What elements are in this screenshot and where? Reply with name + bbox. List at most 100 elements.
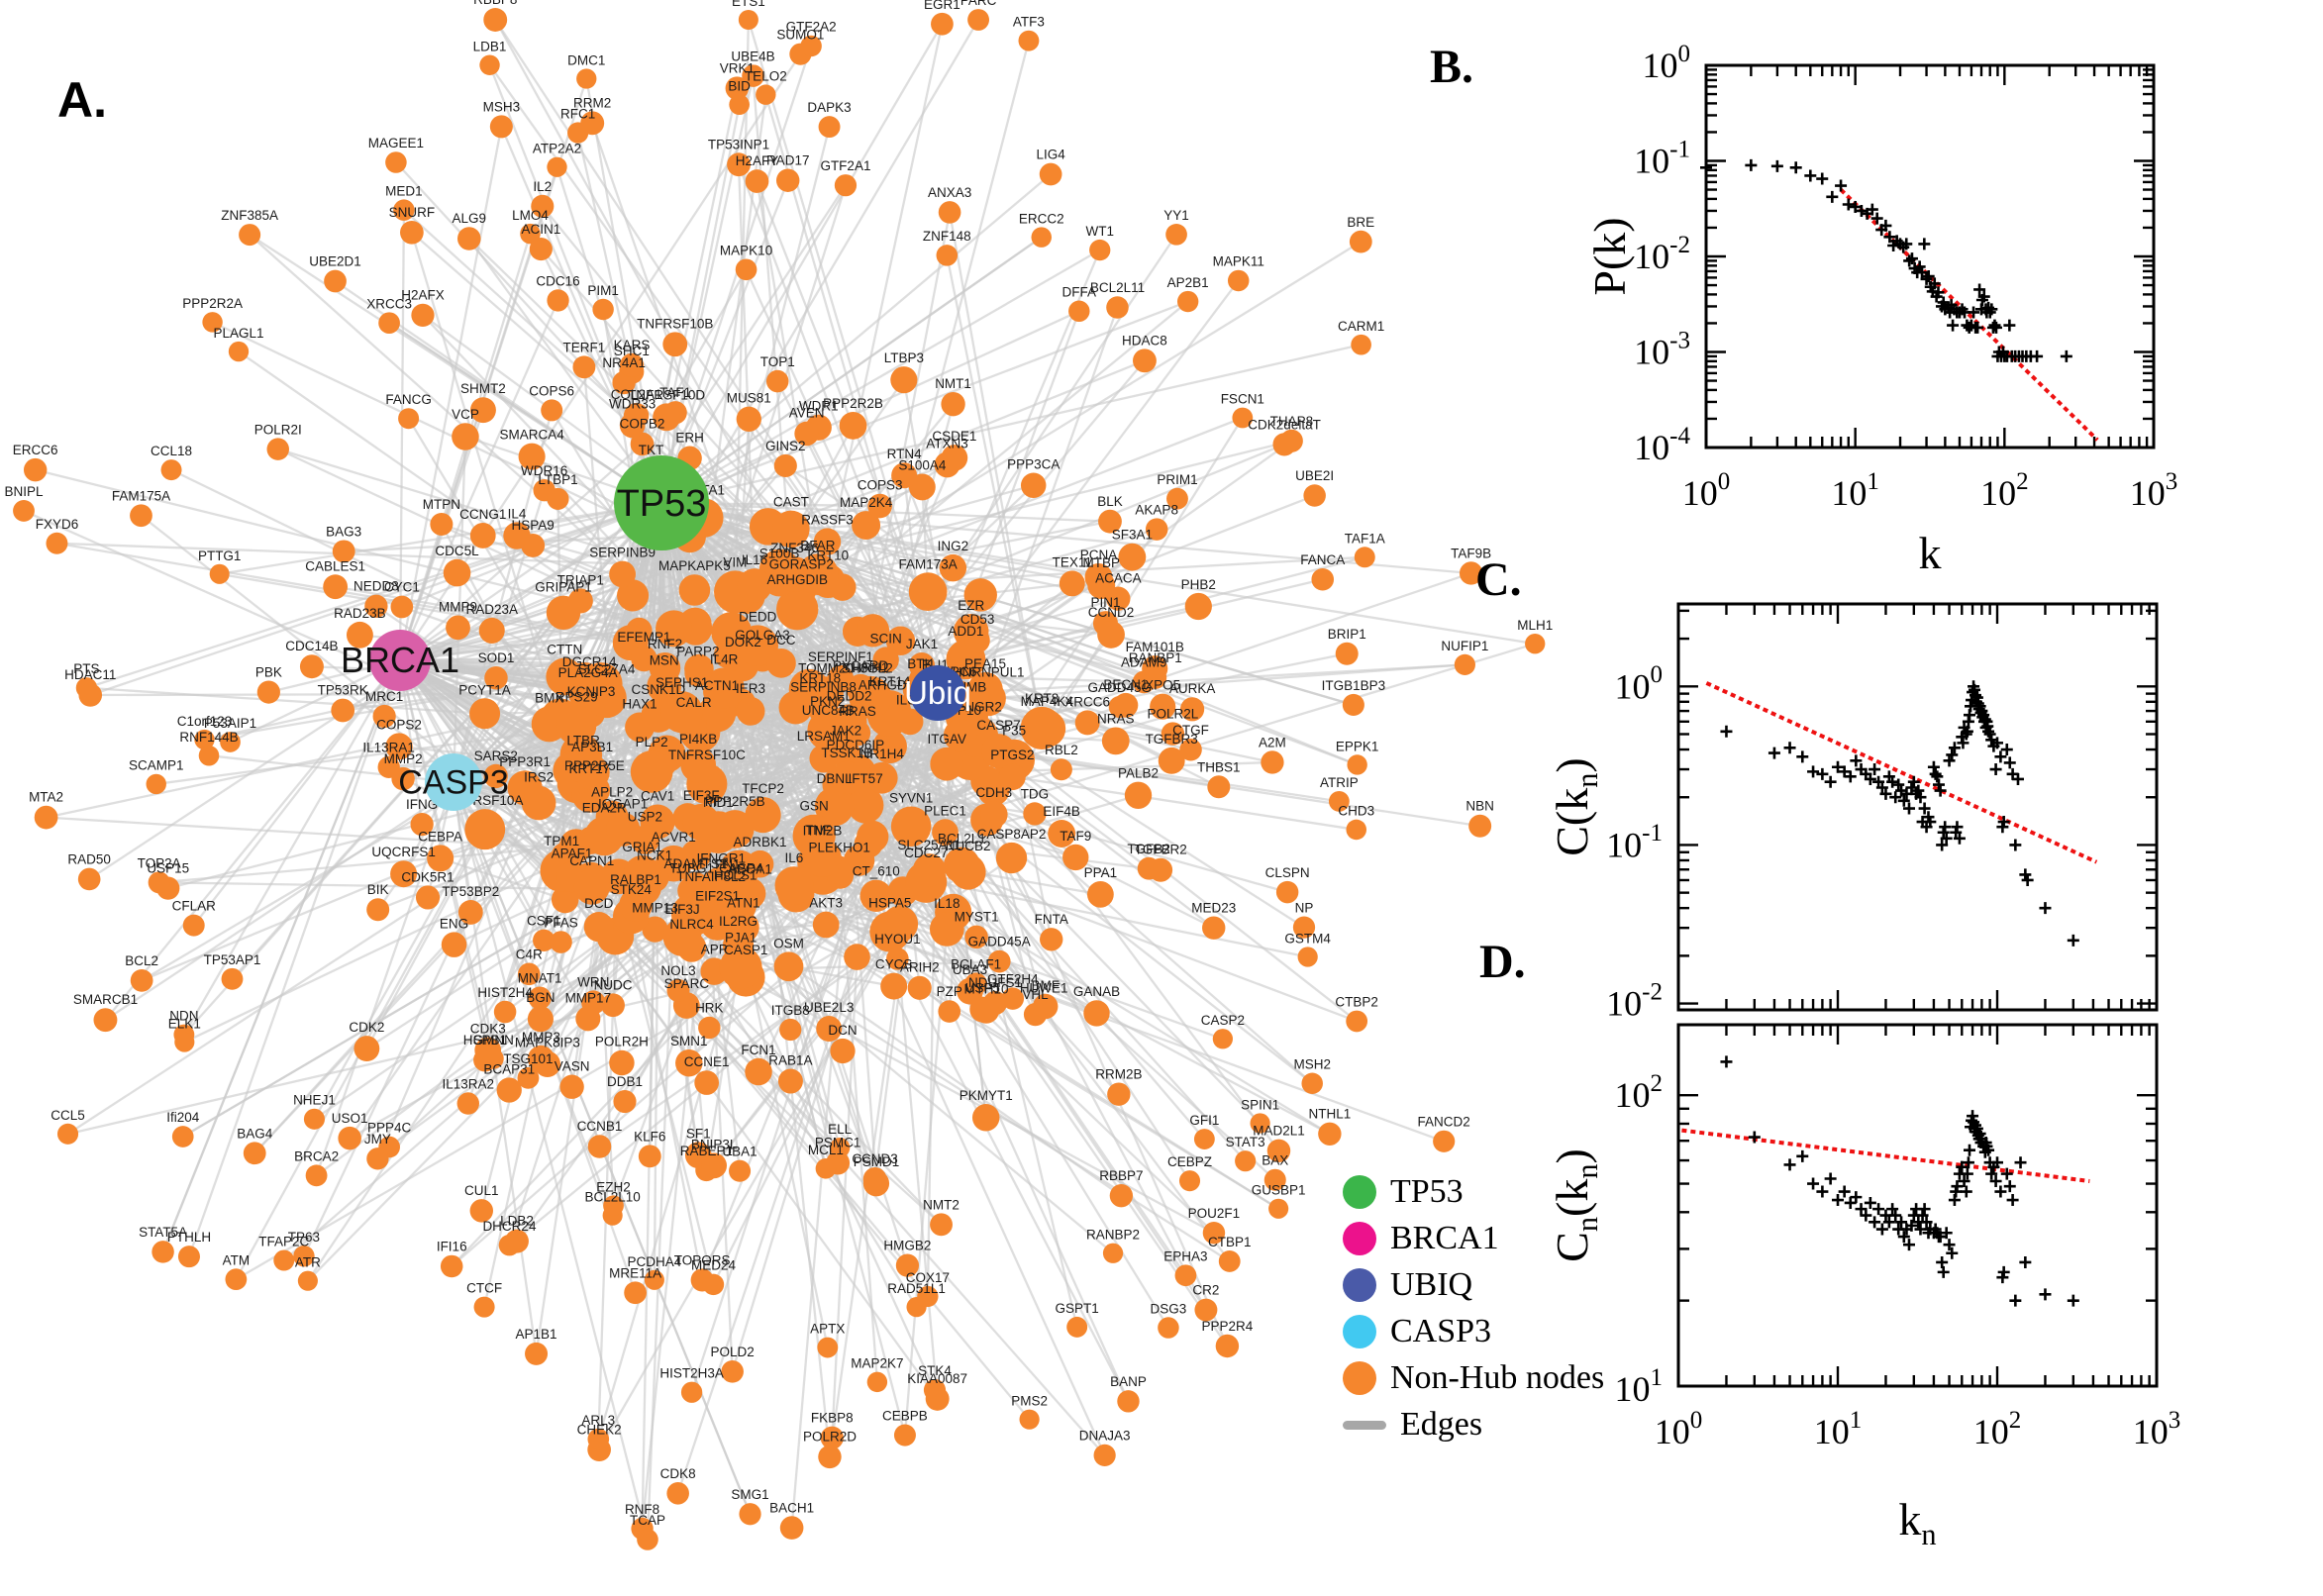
network-node <box>644 1269 664 1290</box>
network-node <box>1068 300 1090 323</box>
network-node <box>847 786 884 824</box>
network-node-label: ACVR1 <box>652 830 696 845</box>
data-point-marker <box>1835 179 1848 192</box>
network-node <box>496 1077 522 1103</box>
network-node <box>872 729 907 764</box>
network-node <box>1263 1168 1286 1191</box>
network-node-label: PLP2 <box>636 735 668 749</box>
network-node <box>642 916 668 943</box>
network-node-label: EPHA3 <box>1163 1248 1207 1263</box>
network-node <box>662 918 702 956</box>
network-node <box>198 745 220 766</box>
network-node <box>1161 722 1185 746</box>
network-node-label: EDA2R <box>582 801 627 816</box>
network-node <box>723 876 759 913</box>
network-node <box>839 412 867 440</box>
network-node-label: RAD23B <box>334 606 386 621</box>
network-node-label: WDR16 <box>521 463 567 478</box>
network-node <box>1039 162 1062 186</box>
network-node-label: WDR33 <box>609 397 656 412</box>
network-labels-layer: HSPA5 FN1 TPM1 VIM ACTN1 KRT10 KRT17 SERPINF1 NI… <box>4 0 1553 1528</box>
network-node-label: DHCR24 <box>482 1219 537 1234</box>
network-node <box>221 967 244 990</box>
network-node <box>917 1285 939 1308</box>
network-node <box>844 944 870 970</box>
network-node-label: IL18 <box>934 896 960 911</box>
network-node <box>981 734 1016 768</box>
network-node <box>273 1249 295 1271</box>
network-node-label: CASP8AP2 <box>977 827 1047 842</box>
network-edge <box>660 249 1101 504</box>
legend-item: Non-Hub nodes <box>1343 1359 1604 1396</box>
network-node-label: MYST1 <box>955 910 999 925</box>
data-point-marker <box>1816 172 1829 185</box>
network-node-label: CEBPB <box>882 1409 928 1424</box>
network-node <box>1174 1264 1197 1287</box>
network-node-label: FANCA <box>1300 552 1345 567</box>
network-node-label: RAD50 <box>67 852 111 867</box>
network-edge <box>453 781 841 1149</box>
network-node-label: A2M <box>1259 735 1286 749</box>
network-node <box>547 487 569 511</box>
network-node-label: AKAP8 <box>1135 502 1178 517</box>
network-node <box>228 341 250 362</box>
network-node-label: IFT57 <box>848 771 882 786</box>
network-node-label: HDAC8 <box>1122 333 1167 348</box>
network-node-label: BMF <box>1031 978 1060 993</box>
network-node-label: FKBP8 <box>811 1411 854 1426</box>
network-node <box>694 1070 720 1095</box>
network-node-label: NDUFS1 <box>968 975 1022 990</box>
network-node-label: BNIP3L <box>691 1137 738 1151</box>
network-edge <box>187 659 402 1257</box>
network-node-label: H2AFX <box>401 288 445 303</box>
network-node-label: CASP2 <box>1201 1013 1245 1028</box>
legend-item: CASP3 <box>1343 1313 1604 1349</box>
network-node-label: DCC <box>766 633 795 648</box>
network-node-label: POLR2L <box>1148 706 1199 721</box>
network-node <box>398 408 420 430</box>
network-node <box>816 1016 843 1043</box>
legend-item: UBIQ <box>1343 1266 1604 1303</box>
network-node-label: BIK <box>367 882 389 897</box>
network-node <box>559 1074 584 1099</box>
network-node-label: XRCC3 <box>366 296 412 311</box>
network-node-label: KARS <box>614 338 651 352</box>
network-node <box>925 1386 950 1411</box>
network-node-label: CASP7 <box>976 718 1020 733</box>
network-node <box>586 677 627 719</box>
network-node <box>171 1126 194 1147</box>
network-node <box>638 1145 661 1168</box>
network-node <box>78 683 103 707</box>
network-node <box>880 972 908 1000</box>
network-node <box>209 563 230 584</box>
network-node-label: IL16 <box>742 552 767 567</box>
network-node-label: MSH3 <box>483 99 521 114</box>
network-node-label: CALR <box>676 695 712 710</box>
network-node <box>1279 429 1303 452</box>
network-node-label: ELK1 <box>168 1016 201 1031</box>
network-node-label: COX17 <box>906 1270 950 1285</box>
network-edge <box>659 46 813 504</box>
network-node-label: NLRC4 <box>669 917 714 932</box>
network-edge <box>88 502 662 880</box>
network-node-label: ATP2A2 <box>533 142 581 156</box>
network-node-label: PLEC1 <box>924 803 966 818</box>
network-node <box>479 54 500 75</box>
network-node-label: MNAT1 <box>518 970 562 985</box>
network-node <box>601 993 625 1018</box>
data-point-marker <box>1783 1158 1796 1171</box>
network-node-label: TFAP2C <box>258 1235 309 1249</box>
tick-label: 10-2 <box>1606 978 1663 1023</box>
network-node <box>702 1273 725 1296</box>
network-node-label: UBA1 <box>722 1145 757 1159</box>
network-node-label: PPP4C <box>367 1121 412 1136</box>
network-node-label: NEDD8 <box>354 579 399 594</box>
data-point-marker <box>1842 198 1855 211</box>
network-edge <box>376 502 663 1159</box>
network-node-label: MAP2K7 <box>851 1356 903 1371</box>
network-node-label: ZNF346 <box>770 541 819 555</box>
network-node <box>160 459 182 481</box>
network-node-label: PKMYT1 <box>960 1088 1013 1103</box>
network-node <box>932 819 959 847</box>
